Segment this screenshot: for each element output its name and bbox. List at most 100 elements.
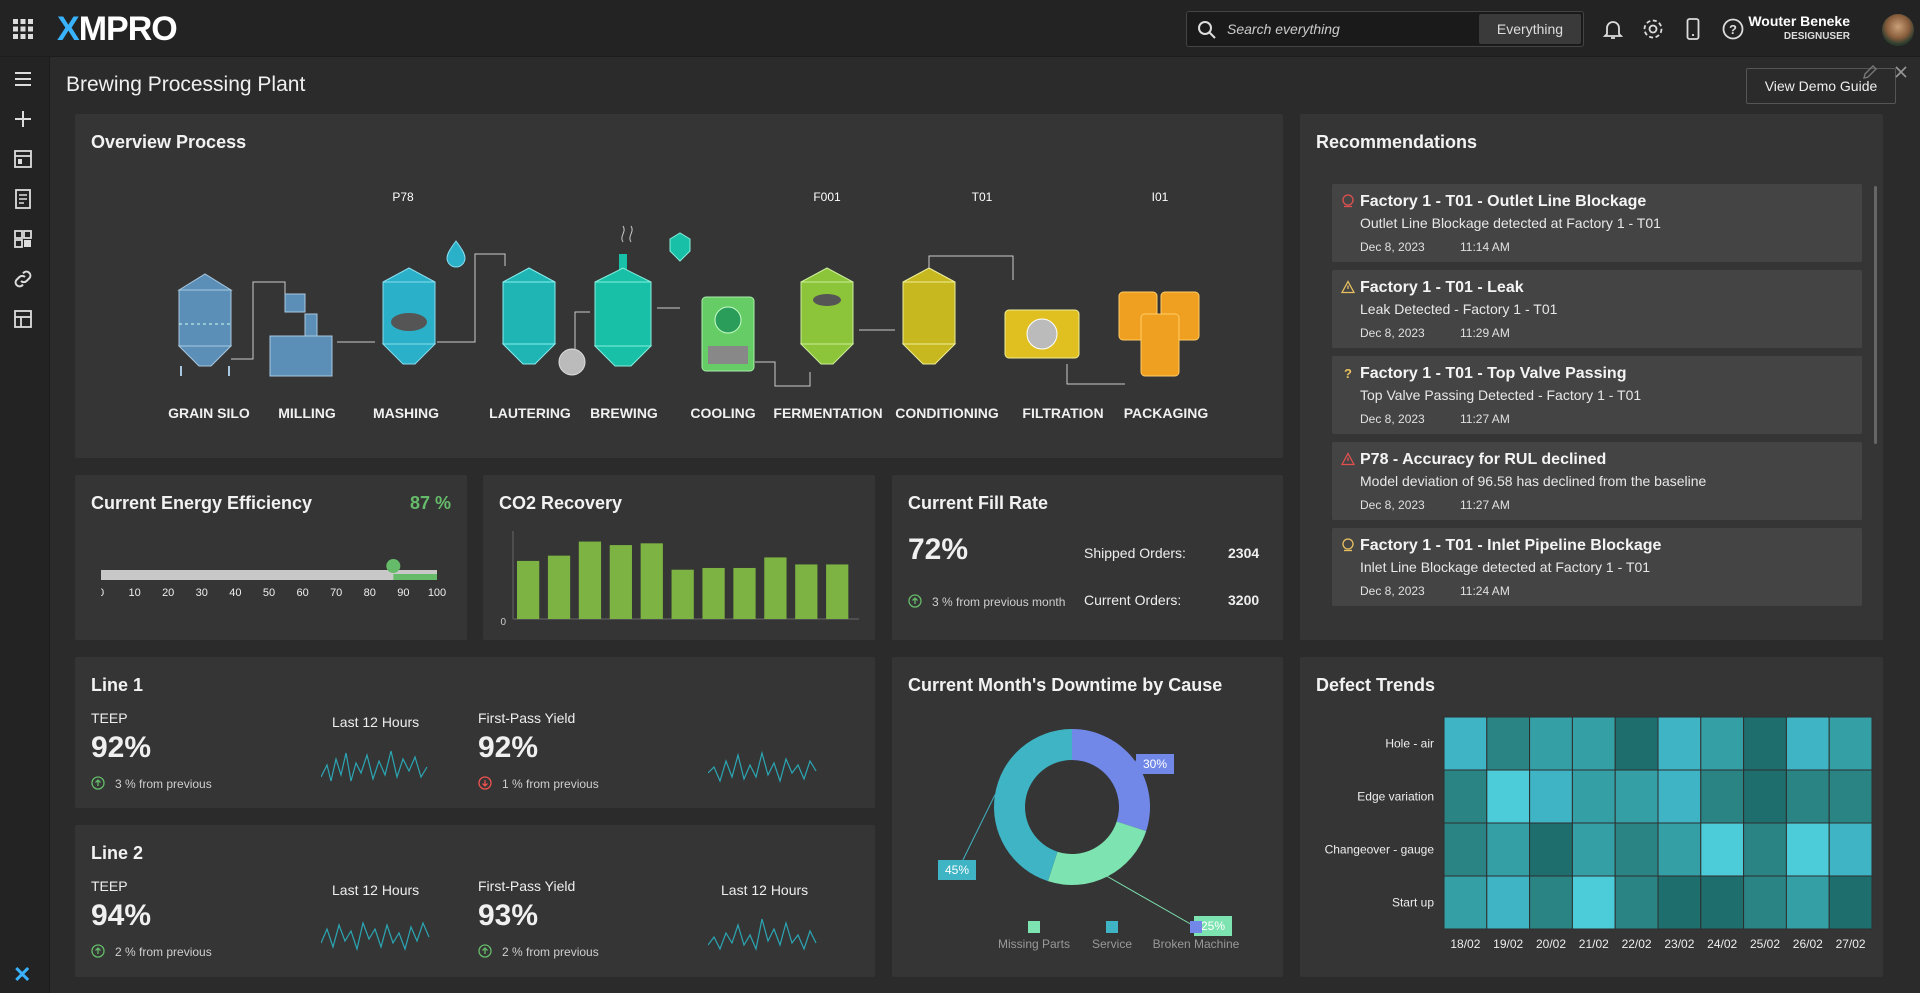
heatmap-cell[interactable] xyxy=(1828,822,1873,877)
recommendation-item[interactable]: Factory 1 - T01 - Outlet Line Blockage O… xyxy=(1332,184,1862,262)
heatmap-cell[interactable] xyxy=(1785,769,1830,824)
heatmap-cell[interactable] xyxy=(1529,716,1573,771)
search-scope-dropdown[interactable]: Everything xyxy=(1479,14,1581,44)
donut-slice[interactable] xyxy=(1072,729,1150,832)
bell-icon[interactable] xyxy=(1601,17,1625,41)
heatmap-cell[interactable] xyxy=(1529,822,1573,877)
heatmap-cell[interactable] xyxy=(1657,875,1702,930)
recommendation-item[interactable]: Factory 1 - T01 - Leak Leak Detected - F… xyxy=(1332,270,1862,348)
heatmap-cell[interactable] xyxy=(1828,769,1873,824)
co2-bar[interactable] xyxy=(609,545,632,619)
legend-label[interactable]: Missing Parts xyxy=(998,937,1070,951)
user-menu[interactable]: Wouter Beneke DESIGNUSER xyxy=(1700,13,1888,42)
help-icon[interactable]: ? xyxy=(1721,17,1745,41)
heatmap-cell[interactable] xyxy=(1700,822,1745,877)
heatmap-cell[interactable] xyxy=(1486,822,1531,877)
co2-bar[interactable] xyxy=(578,541,602,619)
recommendation-item[interactable]: Factory 1 - T01 - Inlet Pipeline Blockag… xyxy=(1332,528,1862,606)
gear-icon[interactable] xyxy=(1641,17,1665,41)
heatmap-cell[interactable] xyxy=(1614,875,1659,930)
heatmap-cell[interactable] xyxy=(1700,716,1745,771)
alert-badge-icon xyxy=(1342,194,1354,208)
tag-i01[interactable]: I01 xyxy=(1151,190,1169,204)
heatmap-cell[interactable] xyxy=(1443,822,1488,877)
recommendation-item[interactable]: ? Factory 1 - T01 - Top Valve Passing To… xyxy=(1332,356,1862,434)
heatmap-cell[interactable] xyxy=(1529,875,1573,930)
co2-bar[interactable] xyxy=(764,557,787,619)
xmpro-logo[interactable]: XMPRO xyxy=(57,10,178,48)
view-demo-guide-button[interactable]: View Demo Guide xyxy=(1746,68,1896,104)
scrollbar[interactable] xyxy=(1874,186,1877,444)
legend-label[interactable]: Service xyxy=(1092,937,1132,951)
heatmap-cell[interactable] xyxy=(1571,822,1616,877)
donut-slice[interactable] xyxy=(1047,821,1147,885)
heatmap-cell[interactable] xyxy=(1828,716,1873,771)
xmpro-mark-icon[interactable]: ✕ xyxy=(13,962,32,987)
gauge-tick-label: 30 xyxy=(196,587,208,599)
downtime-panel: Current Month's Downtime by Cause 25% 45%… xyxy=(892,657,1283,977)
heatmap-cell[interactable] xyxy=(1614,822,1659,877)
co2-bar[interactable] xyxy=(826,564,849,619)
heatmap-cell[interactable] xyxy=(1828,875,1873,930)
heatmap-cell[interactable] xyxy=(1443,716,1488,771)
stage-label: MASHING xyxy=(372,405,440,421)
co2-bar[interactable] xyxy=(733,567,756,619)
apps-grid-icon[interactable] xyxy=(12,18,34,40)
heatmap-cell[interactable] xyxy=(1614,716,1659,771)
close-icon[interactable] xyxy=(1894,65,1908,79)
heatmap-cell[interactable] xyxy=(1700,875,1745,930)
link-icon[interactable] xyxy=(11,267,35,291)
heatmap-cell[interactable] xyxy=(1657,769,1702,824)
recommendation-time: 11:14 AM xyxy=(1460,240,1510,254)
recommendation-item[interactable]: P78 - Accuracy for RUL declined Model de… xyxy=(1332,442,1862,520)
heatmap-cell[interactable] xyxy=(1743,822,1787,877)
heatmap-cell[interactable] xyxy=(1700,769,1745,824)
recommendation-description: Leak Detected - Factory 1 - T01 xyxy=(1360,301,1558,317)
table-icon[interactable] xyxy=(11,307,35,331)
co2-bar[interactable] xyxy=(640,543,663,619)
heatmap-cell[interactable] xyxy=(1743,716,1787,771)
heatmap-cell[interactable] xyxy=(1657,822,1702,877)
co2-bar[interactable] xyxy=(702,567,725,619)
heatmap-cell[interactable] xyxy=(1785,716,1830,771)
heatmap-cell[interactable] xyxy=(1657,716,1702,771)
heatmap-cell[interactable] xyxy=(1743,769,1787,824)
top-bar: XMPRO Everything ? Wouter Beneke DESIGNU… xyxy=(0,0,1920,57)
co2-bar[interactable] xyxy=(547,555,571,619)
heatmap-cell[interactable] xyxy=(1486,769,1531,824)
menu-icon[interactable] xyxy=(11,67,35,91)
heatmap-cell[interactable] xyxy=(1529,769,1573,824)
avatar[interactable] xyxy=(1882,14,1914,46)
fpy-value: 93% xyxy=(478,899,539,932)
dashboard-icon[interactable] xyxy=(11,147,35,171)
co2-bar[interactable] xyxy=(671,569,694,619)
co2-bar[interactable] xyxy=(795,564,818,619)
heatmap-cell[interactable] xyxy=(1785,875,1830,930)
edit-icon[interactable] xyxy=(1862,64,1878,80)
heatmap-cell[interactable] xyxy=(1486,875,1531,930)
overview-process-panel: Overview Process xyxy=(75,114,1283,458)
heatmap-cell[interactable] xyxy=(1443,875,1488,930)
mobile-icon[interactable] xyxy=(1681,17,1705,41)
heatmap-cell[interactable] xyxy=(1571,875,1616,930)
document-icon[interactable] xyxy=(11,187,35,211)
slice-label-box xyxy=(1136,754,1174,774)
search-input[interactable] xyxy=(1227,12,1477,46)
heatmap-cell[interactable] xyxy=(1614,769,1659,824)
heatmap-cell[interactable] xyxy=(1486,716,1531,771)
legend-label[interactable]: Broken Machine xyxy=(1153,937,1240,951)
widgets-icon[interactable] xyxy=(11,227,35,251)
tag-t01[interactable]: T01 xyxy=(971,190,993,204)
tag-f001[interactable]: F001 xyxy=(813,190,841,204)
heatmap-cell[interactable] xyxy=(1571,716,1616,771)
panel-title: Line 2 xyxy=(91,843,144,863)
add-icon[interactable] xyxy=(11,107,35,131)
donut-slice[interactable] xyxy=(994,729,1072,882)
heatmap-cell[interactable] xyxy=(1443,769,1488,824)
tag-p78[interactable]: P78 xyxy=(392,190,414,204)
heatmap-cell[interactable] xyxy=(1743,875,1787,930)
recommendation-description: Model deviation of 96.58 has declined fr… xyxy=(1360,473,1707,489)
co2-bar[interactable] xyxy=(517,560,540,619)
heatmap-cell[interactable] xyxy=(1571,769,1616,824)
heatmap-cell[interactable] xyxy=(1785,822,1830,877)
